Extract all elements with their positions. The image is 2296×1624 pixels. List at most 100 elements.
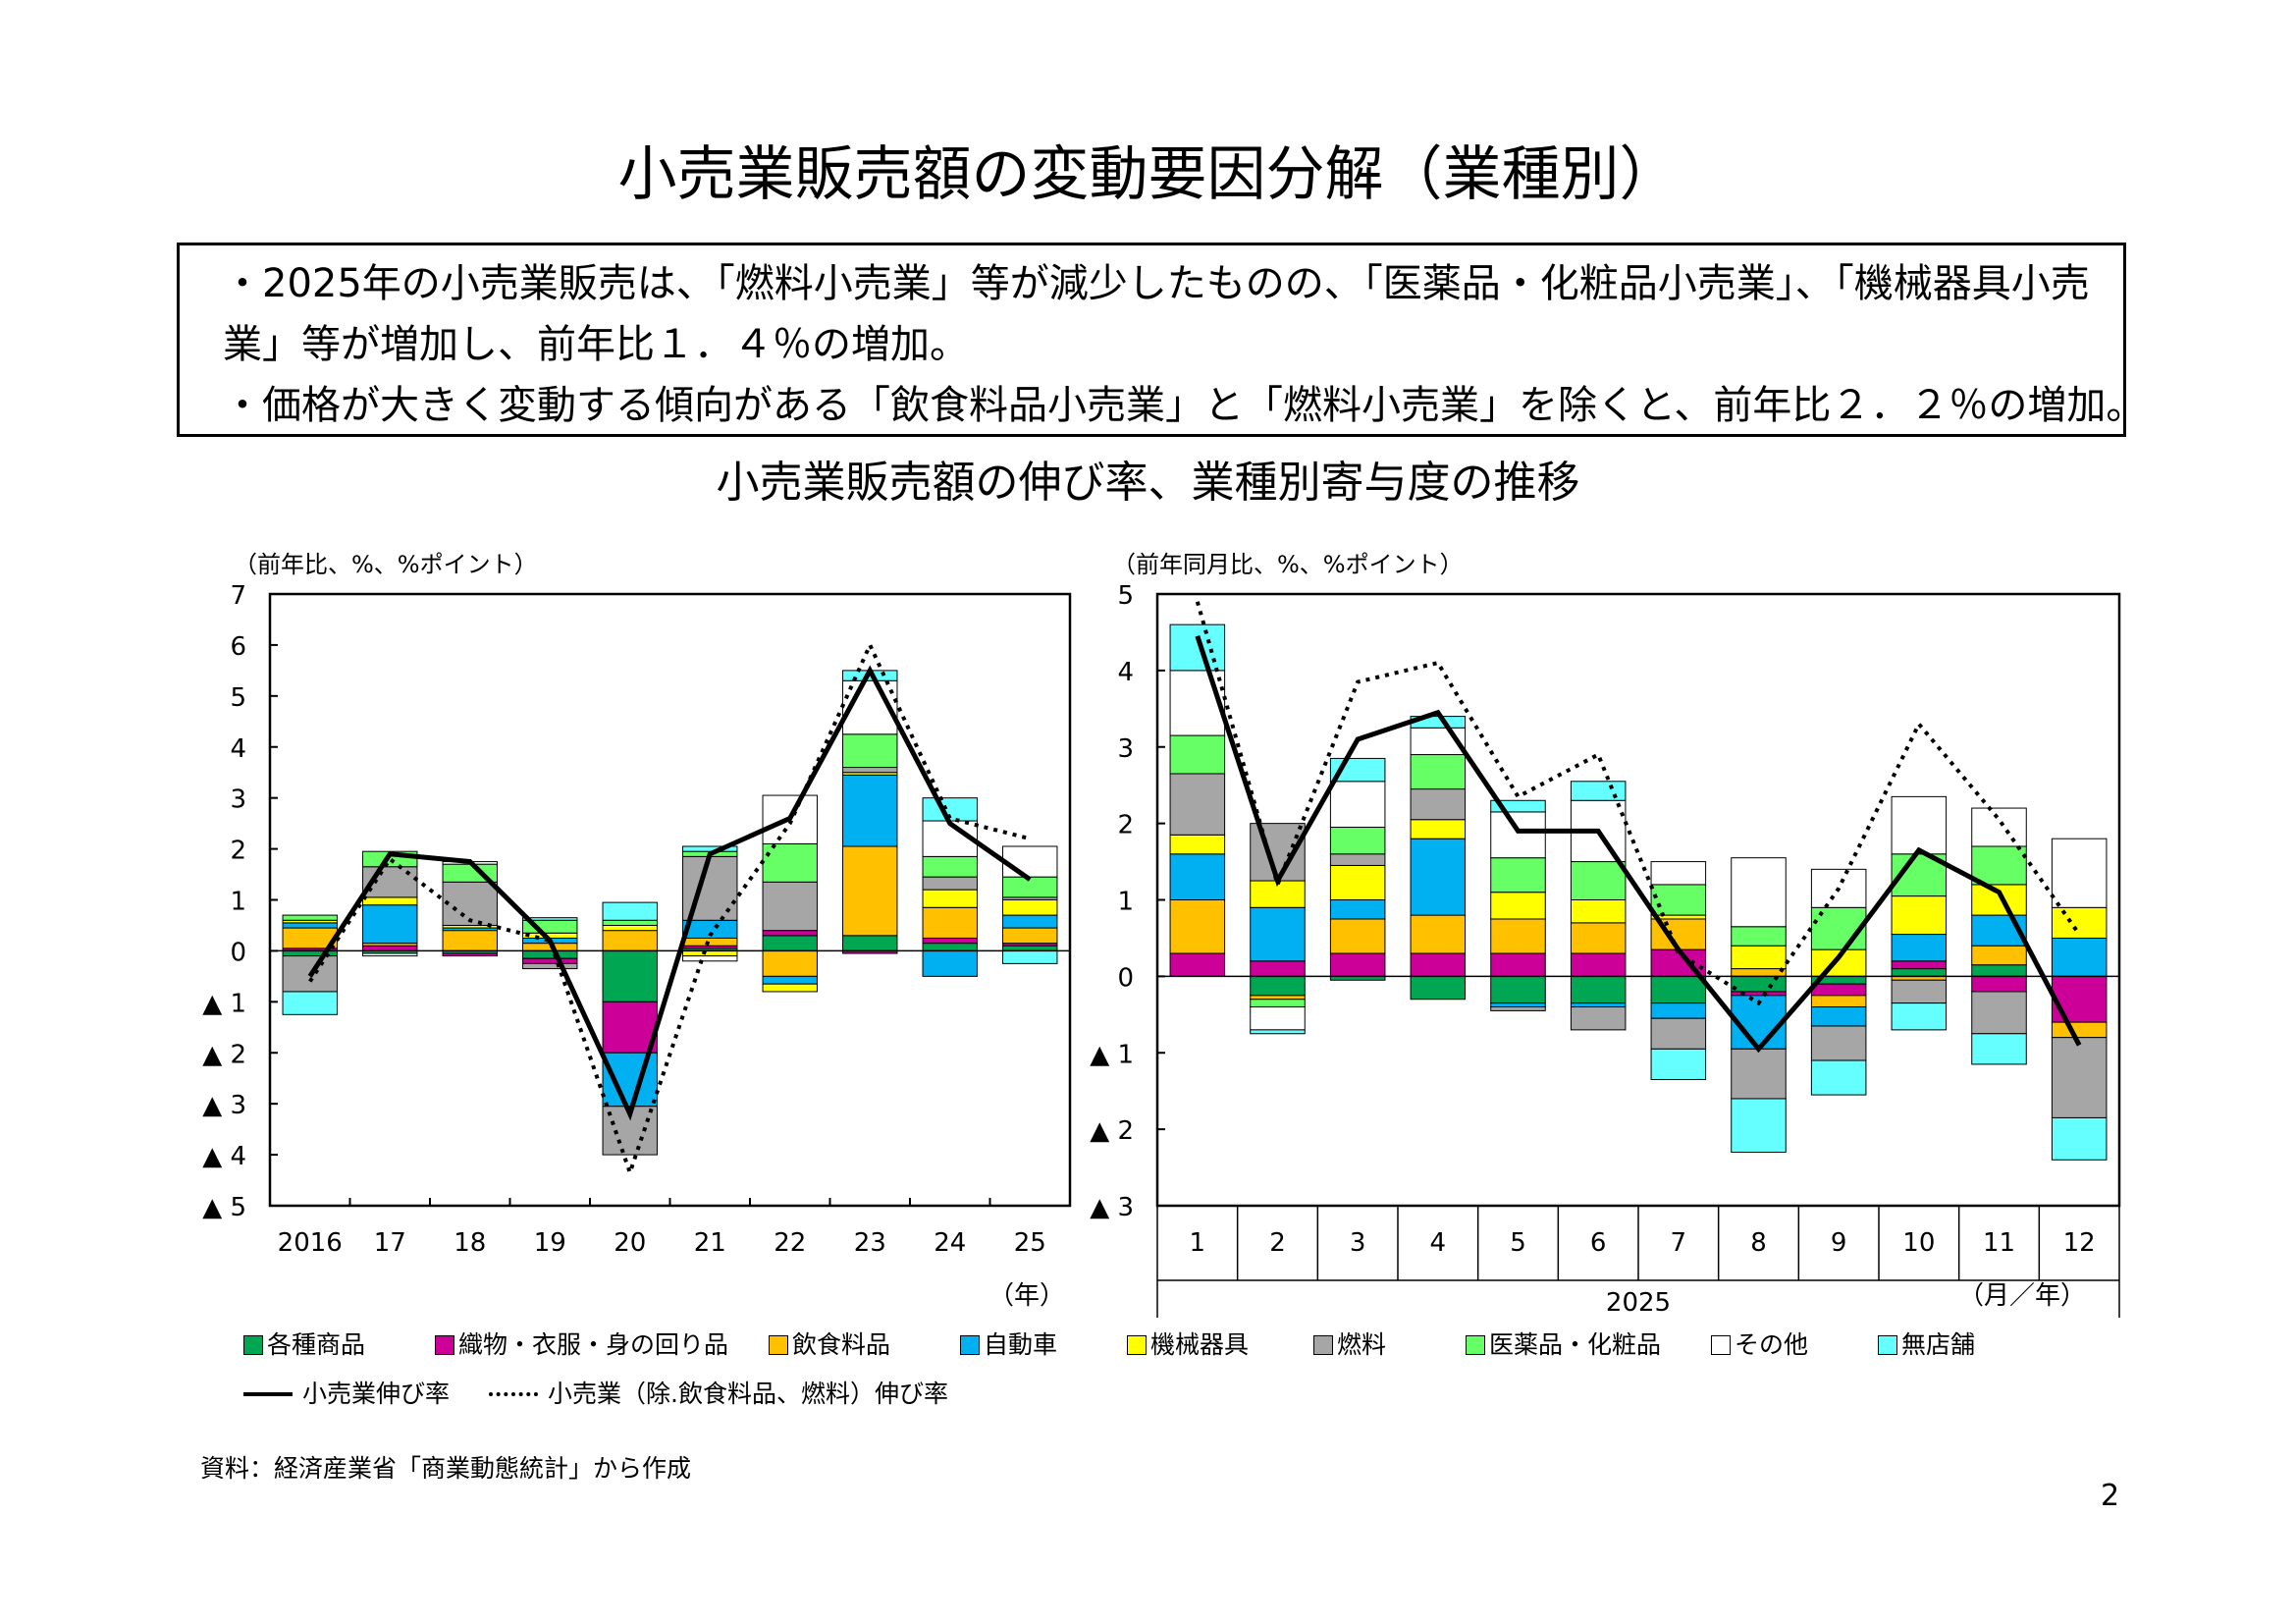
bar-segment: [1891, 979, 1948, 1004]
bar-segment: [1570, 781, 1627, 801]
bar-segment: [1002, 945, 1058, 951]
x-year-label: 2025: [1606, 1288, 1671, 1318]
legend-label: 各種商品: [267, 1330, 366, 1359]
summary-line-2: 業」等が増加し、前年比１．４％の増加。: [199, 314, 2123, 375]
legend-label: 自動車: [984, 1330, 1058, 1359]
bar-segment: [922, 889, 978, 908]
bar-segment: [1490, 857, 1546, 893]
bar-segment: [1329, 853, 1386, 866]
bar-segment: [1329, 864, 1386, 900]
x-unit-label: （月／年）: [1958, 1281, 2086, 1311]
bar-segment: [1410, 838, 1467, 916]
bar-segment: [522, 949, 578, 959]
line-excl-food-fuel: [308, 640, 1031, 1179]
bar-segment: [1002, 949, 1058, 964]
legend-item: 医薬品・化粧品: [1466, 1326, 1661, 1361]
bar-segment: [762, 983, 818, 993]
bar-segment: [1731, 991, 1787, 997]
legend-label: 織物・衣服・身の回り品: [458, 1330, 729, 1359]
bar-segment: [1891, 1002, 1948, 1031]
bar-segment: [282, 922, 338, 929]
x-tick-label: 11: [1983, 1228, 2015, 1258]
x-tick-label: 7: [1671, 1228, 1687, 1258]
bar-segment: [1731, 1048, 1787, 1100]
bar-segment: [1650, 975, 1707, 1004]
y-tick-label: ▲ 2: [202, 1040, 246, 1069]
bar-segment: [1329, 918, 1386, 954]
y-tick-label: ▲ 1: [202, 989, 246, 1018]
bar-segment: [1810, 983, 1867, 997]
bar-segment: [1490, 952, 1546, 977]
bar-segment: [602, 949, 658, 1002]
bar-segment: [1570, 861, 1627, 900]
y-tick-label: ▲ 4: [202, 1142, 246, 1171]
x-tick-label: 2: [1269, 1228, 1286, 1258]
legend-label: 燃料: [1337, 1330, 1387, 1359]
bar-segment: [1410, 952, 1467, 977]
right-chart-unit-label: （前年同月比、%、%ポイント）: [1112, 551, 1464, 578]
bar-segment: [1410, 819, 1467, 839]
bar-segment: [1731, 857, 1787, 928]
y-tick-label: 3: [230, 785, 246, 815]
bar-segment: [1250, 1029, 1306, 1035]
bar-segment: [1971, 964, 2027, 977]
bar-segment: [1169, 734, 1226, 775]
bar-segment: [1650, 1048, 1707, 1081]
bar-segment: [282, 914, 338, 921]
bar-segment: [2051, 1116, 2108, 1161]
plot-frame: [1155, 592, 2121, 1208]
y-tick-label: 6: [230, 632, 246, 662]
legend-item: 自動車: [960, 1326, 1057, 1361]
bar-segment: [1731, 945, 1787, 970]
bar-segment: [602, 1052, 658, 1108]
bar-segment: [1250, 995, 1306, 1001]
y-tick-label: ▲ 3: [1090, 1193, 1134, 1222]
bar-segment: [842, 767, 898, 774]
legend-label: 医薬品・化粧品: [1489, 1330, 1662, 1359]
bar-segment: [922, 943, 978, 951]
y-tick-label: ▲ 2: [1090, 1116, 1134, 1146]
bar-segment: [1891, 934, 1948, 962]
legend-dotted-label: 小売業（除.飲食料品、燃料）伸び率: [548, 1380, 948, 1408]
x-tick-label: 5: [1510, 1228, 1526, 1258]
x-tick-label: 1: [1190, 1228, 1206, 1258]
bar-segment: [922, 937, 978, 945]
x-tick-label: 12: [2063, 1228, 2096, 1258]
legend-item: 飲食料品: [769, 1326, 890, 1361]
x-tick-label: 22: [774, 1228, 806, 1258]
bar-segment: [1169, 952, 1226, 977]
bar-segment: [922, 906, 978, 939]
legend-swatch: [1127, 1335, 1147, 1355]
bar-segment: [362, 904, 418, 945]
bar-segment: [1490, 918, 1546, 954]
bar-segment: [842, 733, 898, 769]
bar-segment: [602, 901, 658, 921]
bar-segment: [682, 937, 738, 947]
bar-segment: [762, 930, 818, 937]
bar-segment: [1329, 827, 1386, 855]
legend-label: 機械器具: [1150, 1330, 1250, 1359]
bar-segment: [1410, 727, 1467, 756]
y-tick-label: ▲ 5: [202, 1193, 246, 1222]
x-tick-label: 18: [454, 1228, 486, 1258]
bar-segment: [762, 949, 818, 977]
bar-segment: [922, 876, 978, 891]
y-tick-label: ▲ 1: [1090, 1040, 1134, 1069]
bar-segment: [282, 991, 338, 1015]
y-tick-label: 0: [1117, 963, 1134, 993]
y-tick-label: 4: [1117, 658, 1134, 687]
solid-line-swatch: [243, 1392, 293, 1396]
bar-segment: [1971, 1033, 2027, 1065]
x-tick-label: 9: [1831, 1228, 1847, 1258]
bar-segment: [1002, 914, 1058, 929]
bar-segment: [1329, 781, 1386, 829]
bar-segment: [1329, 952, 1386, 977]
bar-segment: [1169, 773, 1226, 836]
bar-segment: [1810, 995, 1867, 1008]
bar-segment: [2051, 975, 2108, 1023]
legend-label: 無店舗: [1901, 1330, 1976, 1359]
bar-segment: [1250, 823, 1306, 882]
bar-segment: [1891, 968, 1948, 977]
source-note: 資料：経済産業省「商業動態統計」から作成: [200, 1454, 692, 1483]
legend-swatch: [960, 1335, 980, 1355]
